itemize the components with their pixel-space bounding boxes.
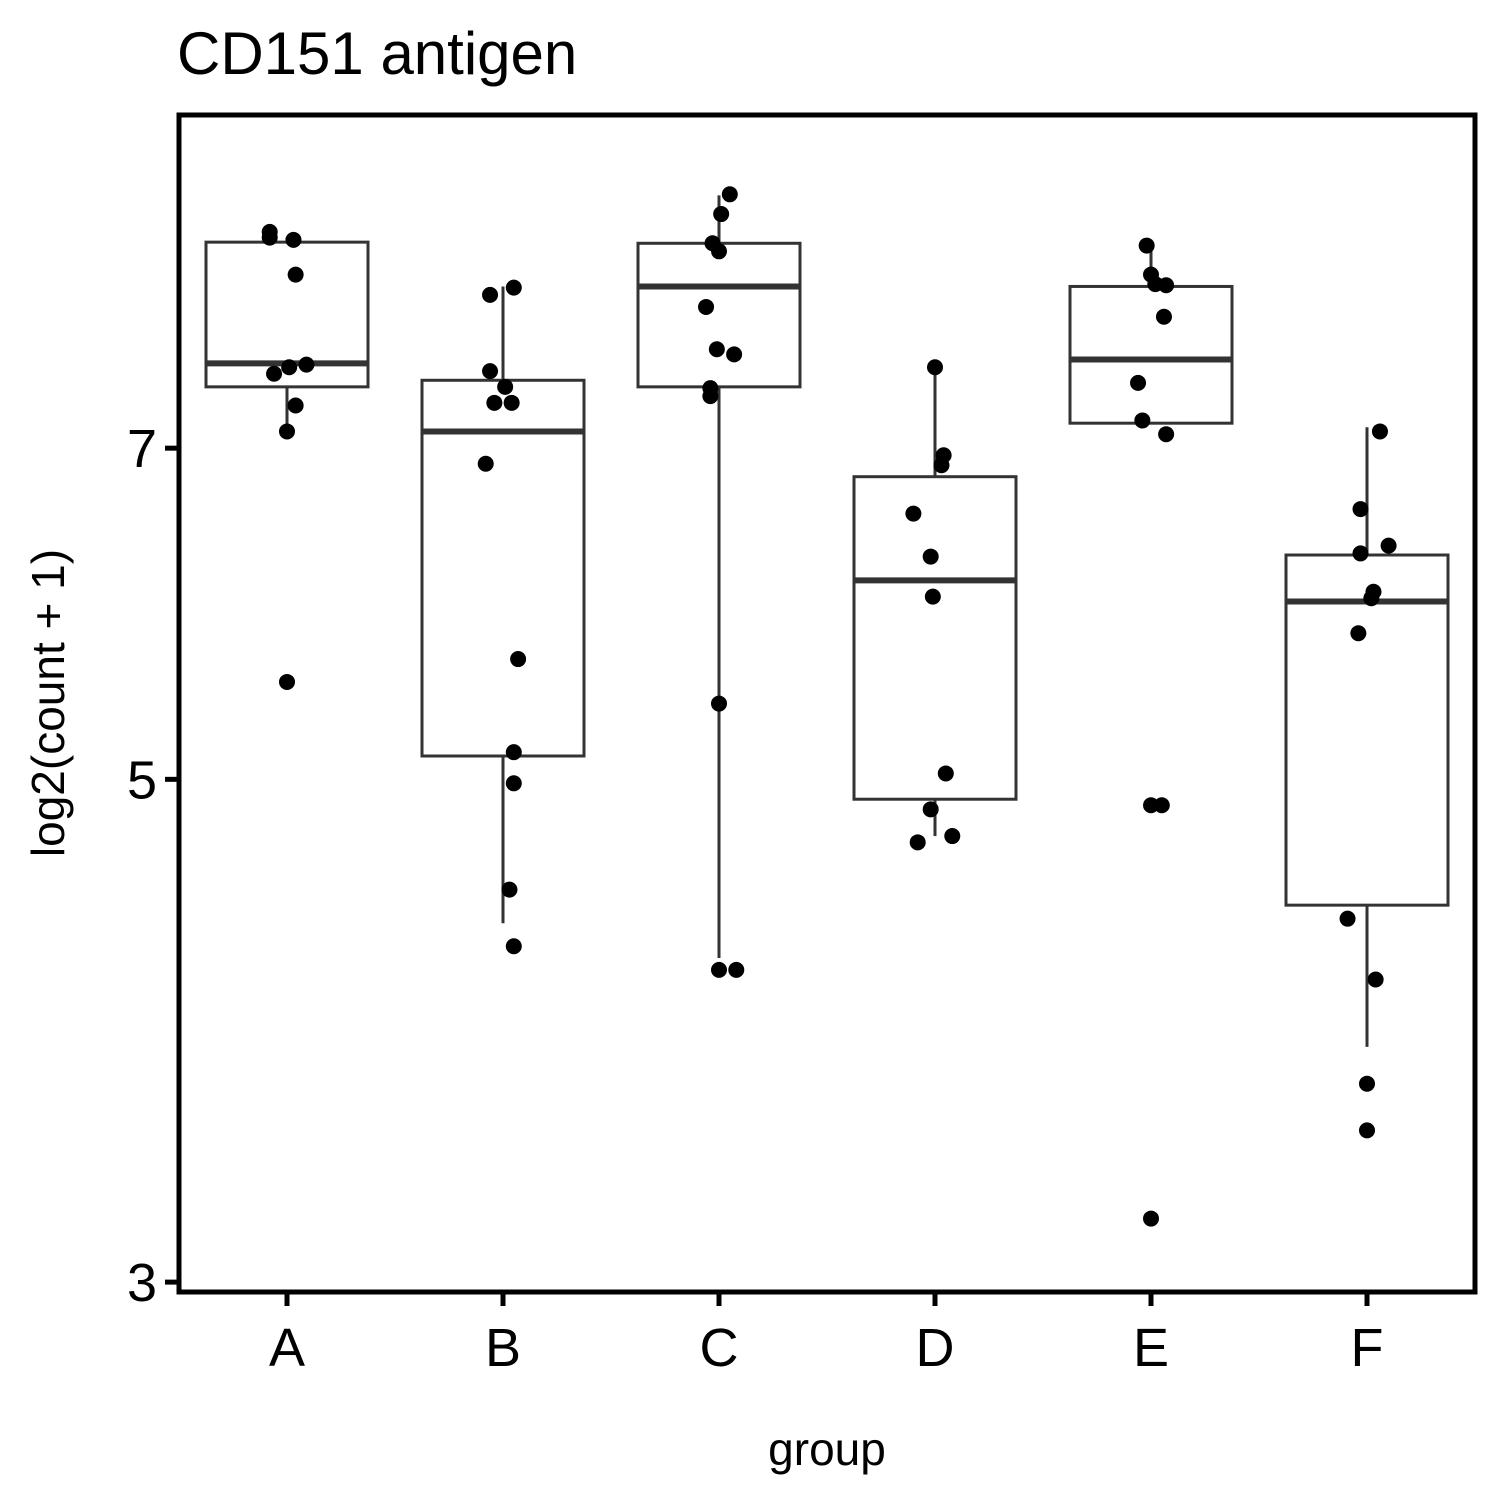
data-point-B-13 [497,378,514,395]
x-axis-label: group [768,1423,886,1475]
data-point-A-3 [287,266,304,283]
data-point-A-9 [279,673,295,690]
data-point-A-6 [266,365,283,382]
data-point-B-17 [510,651,527,668]
data-point-F-58 [1352,545,1369,562]
data-point-F-55 [1371,423,1388,440]
box-C [636,195,802,958]
data-point-C-27 [708,341,725,358]
data-point-A-4 [298,356,315,373]
data-point-D-40 [937,765,954,782]
y-axis-label: log2(count + 1) [22,549,74,857]
data-point-B-16 [477,455,494,472]
data-point-E-53 [1153,797,1170,814]
data-point-B-18 [505,744,522,761]
data-point-F-60 [1363,590,1380,607]
x-tick-label-B: B [485,1318,521,1378]
box-body-B [420,378,586,758]
data-point-F-56 [1352,501,1369,518]
data-point-D-37 [905,505,922,522]
y-tick-label-3: 3 [127,1253,157,1313]
data-point-C-28 [726,346,743,363]
plot-marks [204,186,1450,1227]
data-point-B-14 [486,394,503,411]
y-tick-label-7: 7 [127,419,157,479]
data-point-F-62 [1339,910,1356,927]
x-tick-label-F: F [1351,1318,1384,1378]
data-point-C-22 [721,186,738,203]
box-body-F [1284,553,1450,907]
data-point-C-33 [728,961,745,978]
data-point-D-42 [944,828,961,845]
data-point-A-2 [285,231,302,248]
box-F [1284,427,1450,1047]
x-tick-label-E: E [1133,1318,1169,1378]
data-point-F-61 [1350,625,1367,642]
box-B [420,286,586,924]
data-point-D-41 [922,801,939,818]
data-point-C-25 [711,243,727,260]
data-point-C-32 [711,961,727,978]
box-body-D [852,475,1018,801]
data-point-E-54 [1143,1210,1159,1227]
data-point-B-10 [505,279,522,296]
data-point-E-47 [1158,277,1175,294]
data-point-A-7 [287,397,304,414]
data-point-B-15 [503,394,520,411]
x-tick-label-A: A [269,1318,305,1378]
data-point-B-21 [505,938,522,955]
data-point-D-36 [933,457,950,474]
box-body-C [636,241,802,389]
data-point-F-63 [1367,971,1384,988]
y-tick-label-5: 5 [127,750,157,810]
data-point-B-19 [505,775,522,792]
data-point-E-50 [1134,412,1151,429]
data-point-A-5 [281,359,298,376]
data-point-E-48 [1155,308,1172,325]
data-point-D-39 [924,588,941,605]
data-point-F-65 [1359,1122,1375,1139]
data-point-B-12 [482,363,499,380]
axes: 3 5 7 A B C D E F [127,419,1384,1378]
x-tick-label-D: D [916,1318,955,1378]
box-body-E [1068,284,1234,425]
data-point-C-31 [711,695,727,712]
box-D [852,367,1018,837]
data-point-A-1 [261,229,278,246]
data-point-C-30 [702,388,719,405]
box-A [204,237,370,428]
x-tick-label-C: C [700,1318,739,1378]
box-E [1068,245,1234,425]
data-point-D-38 [922,548,939,565]
data-point-F-64 [1359,1075,1375,1092]
data-point-B-20 [501,881,518,898]
data-point-D-34 [927,359,943,376]
chart-title: CD151 antigen [177,20,577,87]
data-point-E-44 [1138,237,1155,254]
data-point-C-23 [713,206,730,223]
plot-panel-border [176,112,1478,1295]
data-point-B-11 [482,286,499,303]
data-point-E-49 [1130,374,1147,391]
data-point-F-57 [1380,537,1397,554]
data-point-E-51 [1158,426,1175,443]
data-point-D-43 [909,834,926,851]
data-point-A-8 [279,423,295,440]
data-point-C-26 [698,298,715,315]
